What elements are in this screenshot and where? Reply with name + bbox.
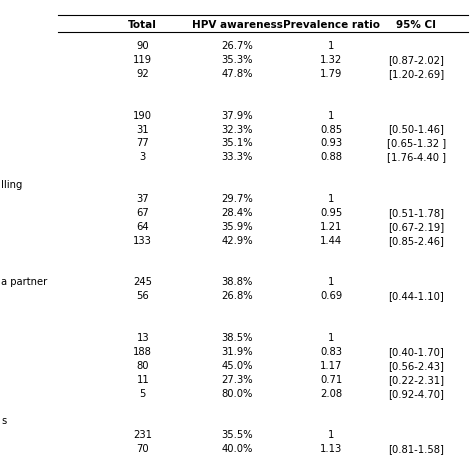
Text: 33.3%: 33.3%: [221, 152, 253, 163]
Text: s: s: [1, 417, 7, 427]
Text: 47.8%: 47.8%: [221, 69, 253, 79]
Text: 1: 1: [328, 333, 335, 343]
Text: 1: 1: [328, 277, 335, 287]
Text: 1: 1: [328, 430, 335, 440]
Text: 1: 1: [328, 110, 335, 121]
Text: 70: 70: [137, 444, 149, 454]
Text: 27.3%: 27.3%: [221, 375, 253, 385]
Text: 77: 77: [137, 138, 149, 148]
Text: [0.85-2.46]: [0.85-2.46]: [388, 236, 444, 246]
Text: [0.81-1.58]: [0.81-1.58]: [388, 444, 444, 454]
Text: 0.69: 0.69: [320, 292, 342, 301]
Text: 37.9%: 37.9%: [221, 110, 253, 121]
Text: 28.4%: 28.4%: [221, 208, 253, 218]
Text: 35.1%: 35.1%: [221, 138, 253, 148]
Text: 0.93: 0.93: [320, 138, 342, 148]
Text: 37: 37: [137, 194, 149, 204]
Text: 31: 31: [137, 125, 149, 135]
Text: 35.5%: 35.5%: [221, 430, 253, 440]
Text: 188: 188: [133, 347, 152, 357]
Text: 2.08: 2.08: [320, 389, 342, 399]
Text: 56: 56: [137, 292, 149, 301]
Text: 92: 92: [137, 69, 149, 79]
Text: Total: Total: [128, 20, 157, 30]
Text: lling: lling: [1, 180, 23, 190]
Text: 26.7%: 26.7%: [221, 41, 253, 51]
Text: [0.22-2.31]: [0.22-2.31]: [388, 375, 444, 385]
Text: HPV awareness: HPV awareness: [191, 20, 283, 30]
Text: [0.92-4.70]: [0.92-4.70]: [388, 389, 444, 399]
Text: 26.8%: 26.8%: [221, 292, 253, 301]
Text: [0.65-1.32 ]: [0.65-1.32 ]: [386, 138, 446, 148]
Text: 35.9%: 35.9%: [221, 222, 253, 232]
Text: [1.20-2.69]: [1.20-2.69]: [388, 69, 444, 79]
Text: [0.51-1.78]: [0.51-1.78]: [388, 208, 444, 218]
Text: 0.71: 0.71: [320, 375, 342, 385]
Text: 231: 231: [133, 430, 152, 440]
Text: 1: 1: [328, 194, 335, 204]
Text: [0.67-2.19]: [0.67-2.19]: [388, 222, 444, 232]
Text: 0.88: 0.88: [320, 152, 342, 163]
Text: 32.3%: 32.3%: [221, 125, 253, 135]
Text: 119: 119: [133, 55, 152, 65]
Text: 31.9%: 31.9%: [221, 347, 253, 357]
Text: 29.7%: 29.7%: [221, 194, 253, 204]
Text: [0.56-2.43]: [0.56-2.43]: [388, 361, 444, 371]
Text: 245: 245: [133, 277, 152, 287]
Text: 0.95: 0.95: [320, 208, 342, 218]
Text: [1.76-4.40 ]: [1.76-4.40 ]: [387, 152, 446, 163]
Text: 1.44: 1.44: [320, 236, 342, 246]
Text: 45.0%: 45.0%: [221, 361, 253, 371]
Text: Prevalence ratio: Prevalence ratio: [283, 20, 380, 30]
Text: 67: 67: [137, 208, 149, 218]
Text: 1.79: 1.79: [320, 69, 342, 79]
Text: 1.32: 1.32: [320, 55, 342, 65]
Text: 90: 90: [137, 41, 149, 51]
Text: 80: 80: [137, 361, 149, 371]
Text: 1.13: 1.13: [320, 444, 342, 454]
Text: 11: 11: [137, 375, 149, 385]
Text: [0.40-1.70]: [0.40-1.70]: [388, 347, 444, 357]
Text: 40.0%: 40.0%: [221, 444, 253, 454]
Text: 5: 5: [139, 389, 146, 399]
Text: 35.3%: 35.3%: [221, 55, 253, 65]
Text: 1.21: 1.21: [320, 222, 342, 232]
Text: 38.8%: 38.8%: [221, 277, 253, 287]
Text: a partner: a partner: [1, 277, 48, 287]
Text: 38.5%: 38.5%: [221, 333, 253, 343]
Text: 3: 3: [140, 152, 146, 163]
Text: 42.9%: 42.9%: [221, 236, 253, 246]
Text: 80.0%: 80.0%: [221, 389, 253, 399]
Text: 13: 13: [137, 333, 149, 343]
Text: [0.87-2.02]: [0.87-2.02]: [388, 55, 444, 65]
Text: [0.50-1.46]: [0.50-1.46]: [388, 125, 444, 135]
Text: 1: 1: [328, 41, 335, 51]
Text: 0.85: 0.85: [320, 125, 342, 135]
Text: 95% CI: 95% CI: [396, 20, 436, 30]
Text: 64: 64: [137, 222, 149, 232]
Text: 1.17: 1.17: [320, 361, 342, 371]
Text: 133: 133: [133, 236, 152, 246]
Text: 190: 190: [133, 110, 152, 121]
Text: 0.83: 0.83: [320, 347, 342, 357]
Text: [0.44-1.10]: [0.44-1.10]: [388, 292, 444, 301]
